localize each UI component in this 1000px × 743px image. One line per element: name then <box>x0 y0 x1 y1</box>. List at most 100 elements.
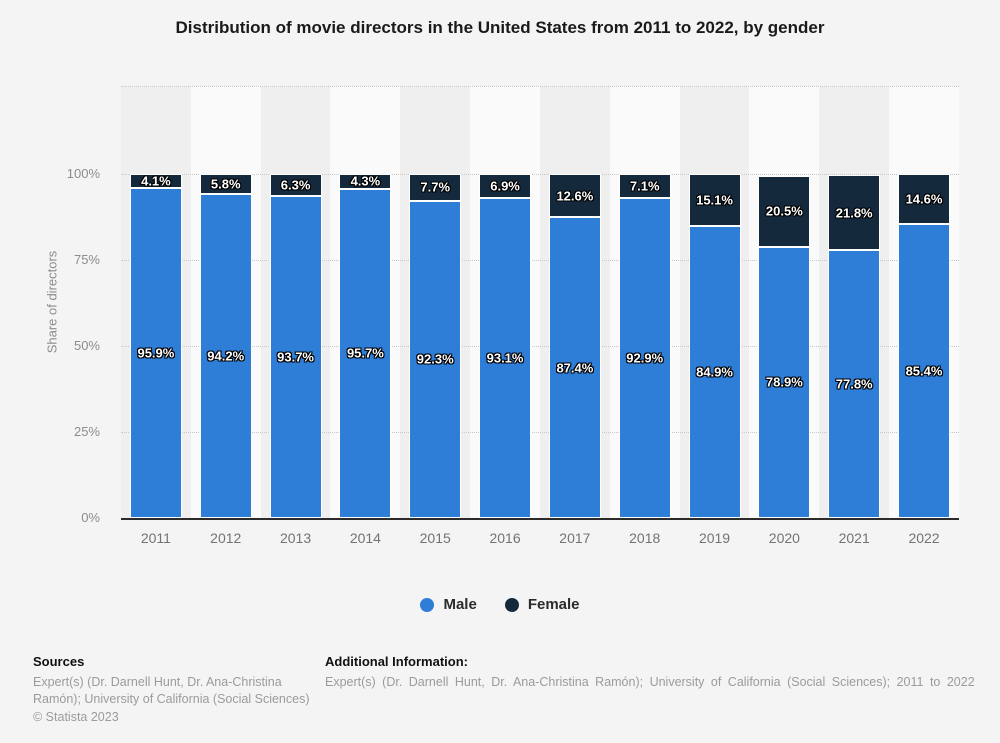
data-label-female-2022: 14.6% <box>905 191 943 207</box>
bar-segment-female-2013[interactable]: 6.3% <box>269 174 322 196</box>
copyright-text: © Statista 2023 <box>33 710 119 724</box>
data-label-male-2020: 78.9% <box>765 374 803 390</box>
category-band-2015: 7.7% 92.3% <box>400 86 471 518</box>
bar-segment-male-2019[interactable]: 84.9% <box>688 225 741 518</box>
y-tick-label-75%: 75% <box>73 252 100 267</box>
data-label-female-2014: 4.3% <box>350 173 381 189</box>
x-axis-label-2015: 2015 <box>419 530 451 546</box>
stacked-bar-2022[interactable]: 14.6% 85.4% <box>898 174 951 518</box>
stacked-bar-2016[interactable]: 6.9% 93.1% <box>479 174 532 518</box>
legend-item-male[interactable]: Male <box>420 596 477 613</box>
stacked-bar-2015[interactable]: 7.7% 92.3% <box>409 174 462 518</box>
x-axis-label-2012: 2012 <box>210 530 242 546</box>
legend-item-female[interactable]: Female <box>504 596 580 613</box>
stacked-bar-2021[interactable]: 21.8% 77.8% <box>828 175 881 518</box>
y-tick-label-100%: 100% <box>66 166 100 181</box>
data-label-male-2015: 92.3% <box>416 351 454 367</box>
bar-segment-female-2017[interactable]: 12.6% <box>548 174 601 218</box>
x-axis-label-2019: 2019 <box>698 530 731 546</box>
x-axis-label-2016: 2016 <box>489 530 521 546</box>
bar-segment-male-2018[interactable]: 92.9% <box>618 198 671 518</box>
gridline-50% <box>121 346 959 347</box>
x-axis-label-2020: 2020 <box>768 530 800 546</box>
data-label-female-2019: 15.1% <box>696 192 733 208</box>
bar-segment-male-2014[interactable]: 95.7% <box>339 188 392 518</box>
data-label-male-2017: 87.4% <box>556 360 594 376</box>
data-label-female-2011: 4.1% <box>141 173 171 189</box>
bar-segment-male-2016[interactable]: 93.1% <box>479 197 532 518</box>
bar-segment-female-2022[interactable]: 14.6% <box>898 174 951 225</box>
data-label-female-2013: 6.3% <box>280 177 311 193</box>
bar-segment-male-2015[interactable]: 92.3% <box>409 200 462 518</box>
bar-segment-male-2021[interactable]: 77.8% <box>828 250 881 518</box>
stacked-bar-2012[interactable]: 5.8% 94.2% <box>199 174 252 518</box>
gridline-100% <box>121 174 959 175</box>
bar-segment-female-2011[interactable]: 4.1% <box>129 173 182 189</box>
data-label-female-2015: 7.7% <box>420 179 451 195</box>
stacked-bar-2017[interactable]: 12.6% 87.4% <box>548 174 601 518</box>
stacked-bar-2018[interactable]: 7.1% 92.9% <box>618 174 671 518</box>
stacked-bar-2020[interactable]: 20.5% 78.9% <box>758 176 811 518</box>
bar-segment-male-2011[interactable]: 95.9% <box>129 188 182 518</box>
gridline-25% <box>121 432 959 433</box>
stacked-bar-2019[interactable]: 15.1% 84.9% <box>688 174 741 518</box>
additional-info-heading: Additional Information: <box>325 654 468 669</box>
gridline-top <box>121 86 959 87</box>
legend-dot-male-icon <box>420 597 435 612</box>
plot-bands: 4.1% 95.9% 5.8% 94.2% 6.3% 93.7% 4.3% 95.7% 7.7%… <box>121 86 959 518</box>
stacked-bar-2013[interactable]: 6.3% 93.7% <box>269 174 322 518</box>
sources-text: Expert(s) (Dr. Darnell Hunt, Dr. Ana-Chr… <box>33 675 310 706</box>
category-band-2019: 15.1% 84.9% <box>679 86 750 518</box>
bar-segment-female-2015[interactable]: 7.7% <box>409 174 462 201</box>
stacked-bar-2014[interactable]: 4.3% 95.7% <box>339 173 392 518</box>
legend-label-male: Male <box>443 596 477 613</box>
bar-segment-female-2021[interactable]: 21.8% <box>828 175 881 251</box>
x-axis-label-2013: 2013 <box>279 530 312 546</box>
bar-segment-female-2019[interactable]: 15.1% <box>688 174 741 226</box>
data-label-female-2021: 21.8% <box>835 205 873 221</box>
x-axis-label-2017: 2017 <box>559 530 591 546</box>
data-label-male-2022: 85.4% <box>905 363 943 379</box>
bar-segment-male-2022[interactable]: 85.4% <box>898 224 951 518</box>
bar-segment-female-2018[interactable]: 7.1% <box>618 174 671 199</box>
bar-segment-female-2012[interactable]: 5.8% <box>199 174 252 194</box>
sources-heading: Sources <box>33 654 85 669</box>
x-axis-label-2021: 2021 <box>838 530 870 546</box>
data-label-male-2018: 92.9% <box>626 350 664 366</box>
data-label-female-2018: 7.1% <box>629 178 660 194</box>
category-band-2014: 4.3% 95.7% <box>330 86 401 518</box>
data-label-female-2017: 12.6% <box>556 188 594 204</box>
category-band-2022: 14.6% 85.4% <box>889 86 959 518</box>
chart-title: Distribution of movie directors in the U… <box>175 18 825 37</box>
category-band-2017: 12.6% 87.4% <box>539 86 610 518</box>
x-axis-label-2014: 2014 <box>349 530 381 546</box>
bar-segment-female-2020[interactable]: 20.5% <box>758 176 811 247</box>
data-label-male-2021: 77.8% <box>835 376 873 392</box>
category-band-2020: 20.5% 78.9% <box>749 86 820 518</box>
bar-segment-male-2013[interactable]: 93.7% <box>269 195 322 518</box>
data-label-male-2019: 84.9% <box>696 364 733 380</box>
y-tick-label-25%: 25% <box>73 424 100 439</box>
x-axis-labels: 2011 2012 2013 2014 2015 2016 2017 2018 2019 2020… <box>121 530 959 546</box>
additional-info-text: Expert(s) (Dr. Darnell Hunt, Dr. Ana-Chr… <box>325 675 975 689</box>
stacked-bar-2011[interactable]: 4.1% 95.9% <box>129 173 182 518</box>
bar-segment-female-2014[interactable]: 4.3% <box>339 173 392 189</box>
bar-segment-male-2020[interactable]: 78.9% <box>758 246 811 518</box>
bar-segment-female-2016[interactable]: 6.9% <box>479 174 532 198</box>
x-axis-label-2022: 2022 <box>908 530 940 546</box>
x-axis-label-2011: 2011 <box>140 530 171 546</box>
category-band-2011: 4.1% 95.9% <box>121 86 191 518</box>
legend-dot-female-icon <box>504 597 519 612</box>
bar-segment-male-2012[interactable]: 94.2% <box>199 193 252 518</box>
data-label-male-2011: 95.9% <box>137 345 175 361</box>
data-label-male-2013: 93.7% <box>277 349 314 365</box>
data-label-female-2012: 5.8% <box>210 176 241 192</box>
category-band-2018: 7.1% 92.9% <box>609 86 680 518</box>
y-tick-label-0%: 0% <box>81 510 100 525</box>
data-label-male-2012: 94.2% <box>207 348 245 364</box>
y-axis-labels: 0% 25% 50% 75% 100% <box>0 86 110 525</box>
legend-label-female: Female <box>527 596 580 613</box>
gridline-75% <box>121 260 959 261</box>
bar-segment-male-2017[interactable]: 87.4% <box>548 217 601 518</box>
data-label-female-2020: 20.5% <box>765 203 803 219</box>
